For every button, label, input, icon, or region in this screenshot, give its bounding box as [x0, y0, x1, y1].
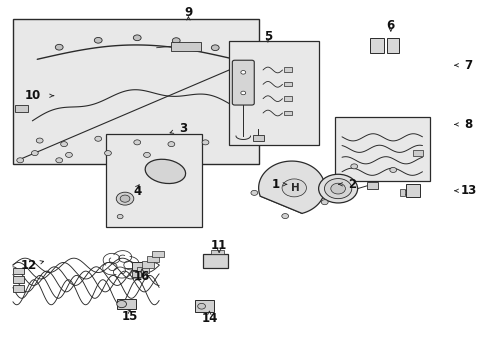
- Text: 13: 13: [460, 184, 476, 197]
- Bar: [369, 38, 383, 53]
- Text: 1: 1: [272, 178, 280, 191]
- Circle shape: [281, 213, 288, 219]
- Circle shape: [65, 152, 72, 157]
- Bar: [283, 96, 292, 101]
- Ellipse shape: [129, 198, 133, 200]
- Ellipse shape: [145, 159, 185, 184]
- Text: 9: 9: [184, 6, 192, 19]
- Circle shape: [318, 174, 357, 203]
- Ellipse shape: [119, 201, 122, 203]
- Circle shape: [389, 167, 396, 172]
- Circle shape: [55, 44, 63, 50]
- Text: 16: 16: [134, 270, 150, 283]
- Bar: [105, 134, 202, 227]
- Circle shape: [330, 183, 345, 194]
- Circle shape: [324, 179, 351, 199]
- Circle shape: [250, 190, 257, 195]
- Bar: [203, 253, 228, 268]
- Bar: [283, 111, 292, 115]
- Text: H: H: [291, 183, 300, 193]
- Text: 14: 14: [201, 311, 217, 325]
- Bar: [132, 271, 141, 277]
- Circle shape: [133, 35, 141, 41]
- Circle shape: [241, 71, 245, 74]
- Text: 6: 6: [386, 19, 394, 32]
- Bar: [171, 42, 200, 50]
- Bar: [399, 189, 405, 196]
- Bar: [132, 262, 147, 270]
- Bar: [406, 184, 419, 197]
- Circle shape: [31, 150, 38, 156]
- Text: 11: 11: [211, 239, 227, 252]
- Bar: [15, 105, 27, 112]
- Circle shape: [117, 301, 126, 308]
- Ellipse shape: [127, 201, 131, 203]
- Circle shape: [36, 138, 43, 143]
- Text: 3: 3: [179, 122, 187, 135]
- Ellipse shape: [127, 194, 131, 197]
- FancyBboxPatch shape: [232, 60, 254, 105]
- Circle shape: [95, 136, 102, 141]
- Text: 8: 8: [464, 118, 472, 131]
- Ellipse shape: [123, 193, 126, 196]
- Bar: [366, 182, 377, 189]
- Circle shape: [197, 303, 205, 309]
- Ellipse shape: [117, 198, 121, 200]
- Circle shape: [61, 141, 67, 147]
- Bar: [194, 301, 214, 312]
- Bar: [334, 117, 429, 181]
- Polygon shape: [258, 161, 325, 213]
- Circle shape: [134, 140, 141, 145]
- Circle shape: [241, 91, 245, 95]
- Ellipse shape: [123, 202, 126, 204]
- Circle shape: [120, 195, 130, 202]
- Circle shape: [17, 158, 23, 163]
- Bar: [147, 256, 159, 262]
- Bar: [228, 41, 319, 145]
- Text: 4: 4: [133, 185, 141, 198]
- Bar: [117, 299, 136, 309]
- Circle shape: [116, 192, 134, 205]
- Text: 7: 7: [464, 59, 472, 72]
- Circle shape: [350, 164, 357, 169]
- Circle shape: [211, 45, 219, 51]
- Bar: [13, 267, 23, 274]
- Bar: [142, 261, 154, 268]
- Circle shape: [167, 141, 174, 147]
- Text: 5: 5: [263, 30, 271, 43]
- Bar: [283, 67, 292, 72]
- Bar: [252, 135, 263, 140]
- Bar: [152, 251, 163, 257]
- Text: 10: 10: [24, 89, 41, 102]
- Circle shape: [143, 152, 150, 157]
- Bar: [13, 276, 23, 283]
- Text: 2: 2: [347, 178, 355, 191]
- Bar: [412, 150, 423, 156]
- Circle shape: [94, 37, 102, 43]
- Bar: [283, 82, 292, 86]
- Circle shape: [282, 179, 306, 197]
- Bar: [386, 38, 398, 53]
- Bar: [211, 250, 223, 253]
- Bar: [13, 285, 23, 292]
- Bar: [137, 267, 149, 273]
- Bar: [13, 19, 259, 164]
- Circle shape: [321, 200, 327, 205]
- Ellipse shape: [119, 194, 122, 197]
- Text: 15: 15: [122, 310, 138, 324]
- Circle shape: [117, 215, 123, 219]
- Circle shape: [56, 158, 62, 163]
- Circle shape: [104, 150, 111, 156]
- Text: 12: 12: [21, 259, 37, 272]
- Circle shape: [172, 38, 180, 44]
- Circle shape: [202, 140, 208, 145]
